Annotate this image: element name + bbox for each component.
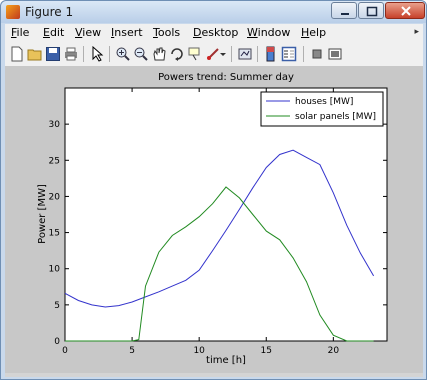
colorbar-icon[interactable] (263, 46, 279, 62)
series-line-solar-panels[interactable] (65, 186, 374, 342)
minimize-icon (341, 13, 349, 15)
y-tick-label: 20 (49, 192, 61, 202)
legend[interactable]: houses [MW] solar panels [MW] (260, 91, 384, 127)
open-file-icon[interactable] (27, 46, 43, 62)
link-plot-icon[interactable] (237, 46, 253, 62)
minimize-button[interactable] (331, 2, 357, 19)
menu-desktop[interactable]: Desktop (193, 26, 239, 39)
zoom-in-icon[interactable] (115, 46, 131, 62)
y-tick-label: 0 (54, 337, 60, 347)
menu-help[interactable]: Help (301, 26, 327, 39)
new-figure-icon[interactable] (9, 46, 25, 62)
menu-edit[interactable]: Edit (43, 26, 65, 39)
series-line-houses[interactable] (64, 149, 375, 308)
figure-canvas: Powers trend: Summer day time [h] Power … (5, 67, 423, 373)
x-tick-label: 5 (129, 346, 135, 356)
hide-plot-tools-icon[interactable] (309, 46, 325, 62)
x-tick-label: 0 (62, 346, 68, 356)
toolbar-separator (303, 46, 304, 62)
x-tick-label: 15 (261, 346, 272, 356)
menu-window[interactable]: Window (247, 26, 291, 39)
y-tick-label: 30 (49, 120, 61, 130)
data-cursor-icon[interactable] (187, 46, 203, 62)
y-tick-label: 5 (54, 301, 60, 311)
brush-icon[interactable] (205, 46, 221, 62)
x-tick-label: 10 (193, 346, 205, 356)
brush-dropdown-icon[interactable] (219, 46, 227, 62)
y-tick-label: 25 (49, 156, 60, 166)
close-icon (401, 6, 411, 16)
y-tick-label: 15 (49, 229, 60, 239)
menu-overflow-icon[interactable]: ▸ (414, 27, 419, 37)
menu-tools[interactable]: Tools (153, 26, 181, 39)
menu-view[interactable]: View (75, 26, 102, 39)
toolbar-separator (231, 46, 232, 62)
legend-box[interactable] (260, 91, 384, 127)
legend-label-solar-panels: solar panels [MW] (295, 112, 376, 122)
show-plot-tools-icon[interactable] (327, 46, 343, 62)
x-tick-label: 20 (328, 346, 340, 356)
chart-title: Powers trend: Summer day (158, 72, 294, 83)
y-axis-label: Power [MW] (37, 184, 48, 244)
edit-plot-arrow-icon[interactable] (89, 46, 105, 62)
save-icon[interactable] (45, 46, 61, 62)
legend-label-houses: houses [MW] (295, 97, 353, 107)
maximize-button[interactable] (358, 2, 384, 19)
status-bar (5, 373, 423, 377)
x-axis-label: time [h] (206, 355, 246, 366)
window-title: Figure 1 (25, 5, 74, 19)
axis-ticks: 0 5 10 15 20 0 5 10 15 20 25 30 (49, 88, 387, 356)
toolbar-separator (83, 46, 84, 62)
toolbar-separator (257, 46, 258, 62)
y-tick-label: 10 (49, 265, 61, 275)
zoom-out-icon[interactable] (133, 46, 149, 62)
figure-toolbar (5, 42, 423, 67)
toolbar-separator (109, 46, 110, 62)
print-icon[interactable] (63, 46, 79, 62)
title-bar[interactable]: Figure 1 (1, 1, 426, 23)
axes-box[interactable] (64, 87, 388, 342)
menu-file[interactable]: File (11, 26, 30, 39)
maximize-icon (366, 6, 378, 17)
pan-hand-icon[interactable] (151, 46, 167, 62)
legend-icon[interactable] (281, 46, 297, 62)
close-button[interactable] (385, 2, 425, 19)
menu-insert[interactable]: Insert (111, 26, 143, 39)
matlab-icon (6, 5, 20, 19)
plot-lines (64, 149, 375, 342)
plot-svg: Powers trend: Summer day time [h] Power … (37, 72, 388, 366)
rotate-3d-icon[interactable] (169, 46, 185, 62)
menu-bar: File Edit View Insert Tools Desktop Wind… (5, 24, 423, 42)
